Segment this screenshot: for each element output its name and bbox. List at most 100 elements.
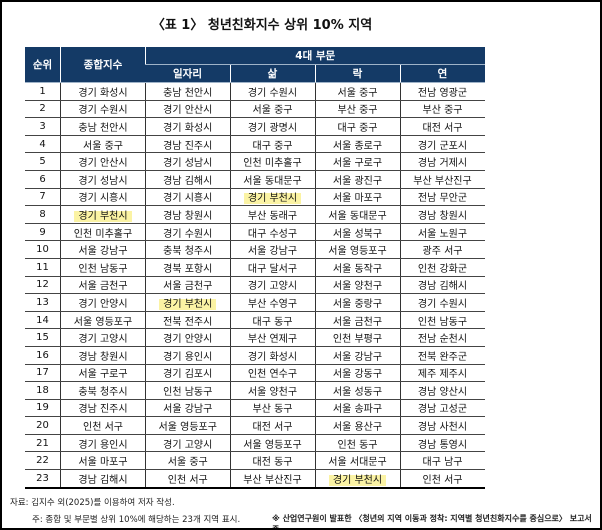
cell-text: 서울 용산구	[332, 422, 383, 434]
rank-cell: 23	[25, 469, 61, 489]
cell-text: 부산 동래구	[247, 210, 298, 222]
region-cell: 인천 남동구	[145, 381, 230, 400]
cell-text: 경기 고양시	[247, 281, 298, 293]
cell-text: 3	[39, 120, 46, 132]
region-cell: 인천 서구	[399, 469, 485, 489]
region-cell: 서울 강남구	[145, 399, 230, 418]
region-cell: 인천 동구	[314, 434, 400, 453]
cell-text: 대구 수성구	[247, 228, 298, 240]
table-row: 9 인천 미추홀구 경기 수원시 대구 수성구 서울 성북구 서울 노원구	[25, 223, 485, 242]
cell-text: 20	[36, 420, 49, 432]
cell-text: 인천 미추홀구	[243, 158, 302, 170]
cell-text: 경기 부천시	[328, 474, 387, 486]
rank-cell: 18	[25, 381, 61, 400]
cell-text: 충북 청주시	[78, 386, 128, 398]
cell-text: 경기 화성시	[247, 351, 298, 363]
rank-cell: 8	[25, 205, 61, 224]
cell-text: 경기 수원시	[417, 298, 468, 310]
cell-text: 경남 진주시	[163, 140, 213, 152]
rank-cell: 5	[25, 152, 61, 171]
region-cell: 부산 부산진구	[229, 469, 315, 489]
region-cell: 인천 서구	[145, 469, 230, 489]
region-cell: 경기 안양시	[145, 328, 230, 347]
cell-text: 경기 수원시	[78, 105, 128, 117]
cell-text: 서울 영등포구	[158, 422, 217, 434]
region-cell: 부산 중구	[399, 100, 485, 119]
table-row: 11 인천 남동구 경북 포항시 대구 달서구 서울 동작구 인천 강화군	[25, 258, 485, 277]
cell-text: 서울 중구	[252, 105, 293, 117]
cell-text: 경기 군포시	[417, 140, 468, 152]
cell-text: 5	[39, 156, 46, 168]
rank-cell: 4	[25, 135, 61, 154]
region-cell: 경남 거제시	[399, 152, 485, 171]
region-cell: 서울 노원구	[399, 223, 485, 242]
cell-text: 경기 성남시	[78, 175, 128, 187]
table-note: 주: 종합 및 부문별 상위 10%에 해당하는 23개 지역 표시.	[32, 515, 241, 525]
region-cell: 경기 부천시	[314, 469, 400, 489]
region-cell: 경기 수원시	[229, 82, 315, 101]
region-cell: 인천 미추홀구	[229, 152, 315, 171]
region-cell: 서울 중구	[145, 451, 230, 471]
rank-cell: 2	[25, 100, 61, 119]
cell-text: 경기 성남시	[163, 158, 213, 170]
region-cell: 경남 고성군	[399, 399, 485, 418]
cell-text: 10	[36, 244, 49, 256]
region-cell: 광주 서구	[399, 240, 485, 259]
rank-cell: 22	[25, 451, 61, 471]
cell-text: 경기 용인시	[163, 351, 213, 363]
region-cell: 충남 천안시	[145, 82, 230, 101]
region-cell: 서울 중랑구	[314, 293, 400, 312]
region-cell: 전북 완주군	[399, 346, 485, 365]
table-row: 17 서울 구로구 경기 김포시 인천 연수구 서울 강동구 제주 제주시	[25, 364, 485, 383]
rank-cell: 21	[25, 434, 61, 453]
region-cell: 대구 중구	[314, 117, 400, 136]
region-cell: 서울 동대문구	[229, 170, 315, 189]
cell-text: 충남 천안시	[163, 87, 213, 99]
cell-text: 부산 연제구	[247, 334, 298, 346]
cell-text: 서울 강남구	[332, 351, 383, 363]
cell-text: 경남 김해시	[163, 175, 213, 187]
rank-cell: 10	[25, 240, 61, 259]
table-row: 7 경기 시흥시 경기 시흥시 경기 부천시 서울 마포구 전남 무안군	[25, 188, 485, 207]
ranking-table: 순위 종합지수 4대 부문 일자리 삶 락 연 1 경기 화성시 충남 천안시 경기 …	[25, 47, 485, 489]
region-cell: 부산 연제구	[229, 328, 315, 347]
rank-cell: 7	[25, 188, 61, 207]
cell-text: 경기 안산시	[163, 105, 213, 117]
table-row: 3 충남 천안시 경기 화성시 경기 광명시 대구 중구 대전 서구	[25, 117, 485, 136]
cell-text: 서울 종로구	[332, 140, 383, 152]
region-cell: 경기 부천시	[145, 293, 230, 312]
region-cell: 인천 부평구	[314, 328, 400, 347]
table-row: 13 경기 안양시 경기 부천시 부산 수영구 서울 중랑구 경기 수원시	[25, 293, 485, 312]
cell-text: 23	[36, 472, 49, 484]
table-row: 1 경기 화성시 충남 천안시 경기 수원시 서울 중구 전남 영광군	[25, 82, 485, 101]
cell-text: 서울 마포구	[332, 193, 383, 205]
cell-text: 서울 강남구	[247, 246, 298, 258]
cell-text: 경기 부천시	[159, 298, 217, 310]
cell-text: 서울 중구	[337, 87, 378, 99]
region-cell: 경기 김포시	[145, 364, 230, 383]
cell-text: 서울 금천구	[78, 281, 128, 293]
cell-text: 경기 광명시	[247, 122, 298, 134]
region-cell: 전남 무안군	[399, 188, 485, 207]
cell-text: 서울 노원구	[417, 228, 468, 240]
rank-cell: 15	[25, 328, 61, 347]
region-cell: 전남 순천시	[399, 328, 485, 347]
region-cell: 서울 금천구	[145, 276, 230, 295]
region-cell: 충남 천안시	[60, 117, 146, 136]
region-cell: 경기 안산시	[145, 100, 230, 119]
region-cell: 경남 진주시	[145, 135, 230, 154]
table-row: 5 경기 안산시 경기 성남시 인천 미추홀구 서울 구로구 경남 거제시	[25, 152, 485, 171]
cell-text: 서울 강남구	[163, 404, 213, 416]
cell-text: 대구 중구	[252, 140, 293, 152]
region-cell: 경기 안양시	[60, 293, 146, 312]
region-cell: 경기 수원시	[60, 100, 146, 119]
cell-text: 서울 중랑구	[332, 298, 383, 310]
region-cell: 인천 연수구	[229, 364, 315, 383]
table-row: 14 서울 영등포구 전북 전주시 대구 동구 서울 금천구 인천 남동구	[25, 311, 485, 330]
region-cell: 서울 강동구	[314, 364, 400, 383]
region-cell: 대구 중구	[229, 135, 315, 154]
table-row: 8 경기 부천시 경남 창원시 부산 동래구 서울 동대문구 경남 창원시	[25, 205, 485, 224]
cell-text: 경기 안산시	[78, 158, 128, 170]
region-cell: 서울 영등포구	[60, 311, 146, 330]
cell-text: 경남 김해시	[417, 281, 468, 293]
